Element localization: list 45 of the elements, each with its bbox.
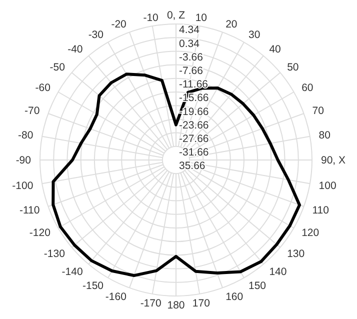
spoke-label: -10 — [143, 12, 159, 24]
spoke-label: 60 — [302, 82, 314, 94]
spoke-label: -140 — [62, 266, 83, 278]
spoke-label: -20 — [111, 18, 127, 30]
y-tick-label: -7.66 — [179, 65, 204, 78]
spoke-label: -100 — [12, 180, 34, 192]
y-tick-label: -3.66 — [179, 51, 204, 64]
spoke-label: -170 — [140, 297, 162, 310]
spoke-label: 10 — [195, 12, 208, 24]
y-tick-label: 0.34 — [179, 38, 200, 50]
spoke-label: 100 — [318, 180, 336, 192]
y-tick-label: -11.66 — [179, 78, 208, 91]
spoke-label: 120 — [302, 227, 320, 240]
spoke-label: 160 — [226, 290, 244, 303]
spoke-label: -130 — [44, 248, 66, 260]
y-tick-label: -31.66 — [179, 146, 209, 159]
spoke-label: -60 — [35, 82, 51, 94]
spoke-label: 170 — [192, 297, 210, 310]
spoke-label: 80 — [318, 129, 331, 142]
spoke-label: 90, X — [321, 154, 346, 167]
spoke-label: -110 — [19, 204, 40, 216]
spoke-label: 20 — [226, 18, 238, 30]
spoke-label: -50 — [50, 61, 66, 74]
spoke-label: -30 — [88, 29, 104, 42]
y-tick-label: 35.66 — [179, 160, 206, 172]
spoke-label: 70 — [312, 105, 324, 118]
spoke-label: -150 — [82, 280, 104, 292]
spoke-label: 40 — [269, 44, 282, 56]
y-tick-label: -23.66 — [179, 119, 209, 132]
y-tick-label: -27.66 — [179, 133, 209, 146]
y-tick-label: 4.34 — [179, 24, 200, 36]
spoke-label: 140 — [269, 266, 287, 278]
spoke-label: 130 — [287, 248, 305, 260]
spoke-label: -160 — [105, 290, 127, 303]
spoke-label: -90 — [16, 154, 32, 167]
spoke-label: -120 — [29, 227, 51, 240]
spoke-label: 110 — [312, 204, 330, 216]
spoke-label: -70 — [24, 105, 40, 118]
spoke-label: 150 — [248, 280, 266, 292]
spoke-label: 180 — [167, 300, 185, 312]
spoke-label: -80 — [18, 129, 34, 142]
spoke-label: 30 — [248, 29, 260, 42]
spoke-label: 50 — [287, 61, 299, 74]
spoke-label: -40 — [68, 44, 83, 56]
spoke-label: 0, Z — [166, 10, 186, 22]
